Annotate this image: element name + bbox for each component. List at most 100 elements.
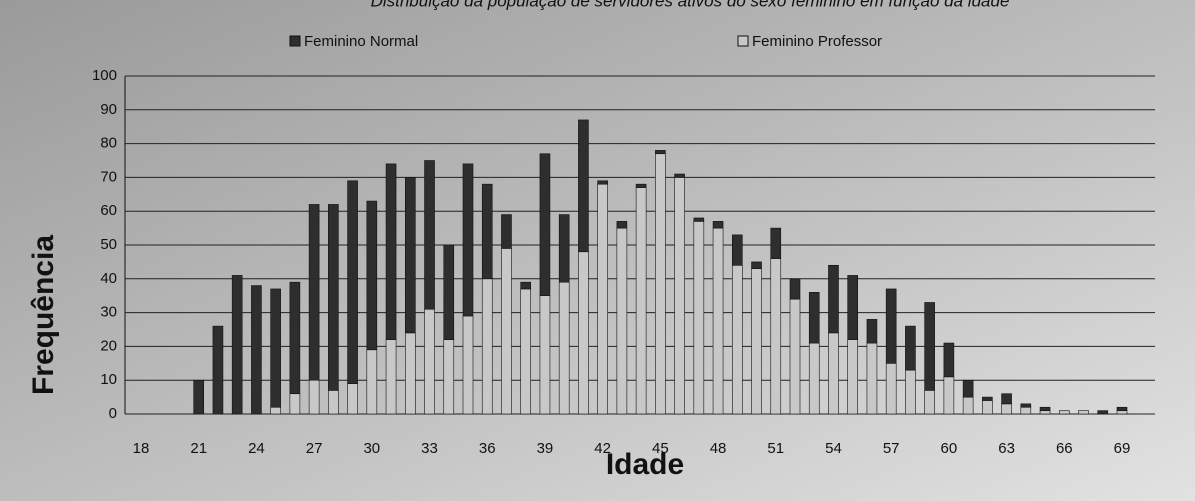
bar-segment xyxy=(347,383,358,415)
bar-segment xyxy=(289,393,301,415)
bar-segment xyxy=(635,187,647,415)
x-axis-label: Idade xyxy=(606,448,684,481)
bar-segment xyxy=(924,390,935,415)
bar-segment xyxy=(424,160,435,310)
bar-segment xyxy=(616,227,628,415)
bar-segment xyxy=(404,177,416,334)
chart-title: Distribuição da população de servidores … xyxy=(371,0,1010,10)
bar-segment xyxy=(443,339,455,415)
bar-segment xyxy=(578,119,589,253)
bar-segment xyxy=(847,275,859,340)
bar-segment xyxy=(270,406,281,415)
x-tick-label: 36 xyxy=(479,440,496,457)
bar-segment xyxy=(481,278,493,415)
bar-segment xyxy=(751,261,762,269)
bar-segment xyxy=(731,264,743,415)
bar-segment xyxy=(212,325,224,415)
x-tick-label: 66 xyxy=(1056,440,1073,457)
x-tick-label: 69 xyxy=(1114,440,1131,457)
bar-segment xyxy=(1020,406,1032,415)
y-tick-label: 100 xyxy=(92,67,117,84)
x-tick-label: 42 xyxy=(594,440,611,457)
bar-segment xyxy=(193,379,205,415)
bar-segment xyxy=(308,379,320,415)
bar-segment xyxy=(597,183,608,415)
bar-segment xyxy=(539,295,551,415)
bar-segment xyxy=(481,183,493,280)
bar-segment xyxy=(1078,410,1089,415)
y-tick-label: 0 xyxy=(109,405,117,422)
legend-label: Feminino Normal xyxy=(304,33,418,50)
bar-segment xyxy=(635,183,647,188)
bar-segment xyxy=(943,342,955,378)
bar-segment xyxy=(558,214,570,283)
bar-segment xyxy=(385,163,397,340)
y-tick-label: 80 xyxy=(100,135,117,152)
x-tick-label: 51 xyxy=(767,440,784,457)
x-tick-label: 39 xyxy=(537,440,554,457)
legend-label: Feminino Professor xyxy=(752,33,882,50)
bar-segment xyxy=(885,362,897,415)
x-tick-label: 45 xyxy=(652,440,669,457)
x-tick-label: 18 xyxy=(133,440,150,457)
bar-segment xyxy=(1020,403,1032,408)
bar-segment xyxy=(770,258,782,415)
bar-segment xyxy=(404,332,416,415)
bar-segment xyxy=(328,390,339,415)
y-axis-label: Frequência xyxy=(27,235,60,395)
legend-swatch xyxy=(289,35,301,47)
bar-segment xyxy=(308,204,320,381)
bar-segment xyxy=(520,281,532,290)
bar-segment xyxy=(462,315,474,415)
bar-segment xyxy=(597,180,608,185)
bar-segment xyxy=(462,163,474,317)
bar-segment xyxy=(231,275,243,415)
y-tick-label: 50 xyxy=(100,236,117,253)
bar-segment xyxy=(1039,406,1051,411)
bar-segment xyxy=(1001,393,1012,405)
legend-swatch xyxy=(737,35,749,47)
bar-segment xyxy=(1116,406,1128,411)
bar-segment xyxy=(712,221,724,229)
bar-segment xyxy=(289,281,301,395)
bar-segment xyxy=(962,379,974,398)
x-tick-label: 30 xyxy=(363,440,380,457)
bar-segment xyxy=(655,153,666,415)
bar-segment xyxy=(828,332,839,415)
bar-segment xyxy=(251,285,262,415)
bar-segment xyxy=(789,298,801,415)
x-tick-label: 48 xyxy=(710,440,727,457)
x-tick-label: 54 xyxy=(825,440,842,457)
bar-segment xyxy=(905,325,916,371)
bar-segment xyxy=(808,292,820,344)
bar-segment xyxy=(501,214,512,249)
bar-segment xyxy=(866,319,878,344)
bar-segment xyxy=(520,288,532,415)
bar-segment xyxy=(828,264,839,334)
bar-segment xyxy=(655,150,666,155)
bar-segment xyxy=(962,396,974,415)
bar-segment xyxy=(270,288,281,408)
bar-segment xyxy=(712,227,724,415)
bar-segment xyxy=(789,278,801,300)
y-tick-label: 30 xyxy=(100,304,117,321)
y-tick-label: 90 xyxy=(100,101,117,118)
bar-segment xyxy=(501,248,512,415)
bar-segment xyxy=(693,221,705,415)
bar-segment xyxy=(693,217,705,222)
bar-segment xyxy=(1116,410,1128,415)
bar-segment xyxy=(328,204,339,391)
bar-segment xyxy=(424,308,435,415)
bar-segment xyxy=(751,268,762,415)
x-tick-label: 33 xyxy=(421,440,438,457)
bar-segment xyxy=(1039,410,1051,415)
x-tick-label: 63 xyxy=(998,440,1015,457)
bar-segment xyxy=(1058,410,1070,415)
x-tick-label: 24 xyxy=(248,440,265,457)
bar-segment xyxy=(578,251,589,415)
x-tick-label: 27 xyxy=(306,440,323,457)
bar-segment xyxy=(731,234,743,266)
bar-segment xyxy=(770,227,782,259)
bar-segment xyxy=(847,339,859,415)
